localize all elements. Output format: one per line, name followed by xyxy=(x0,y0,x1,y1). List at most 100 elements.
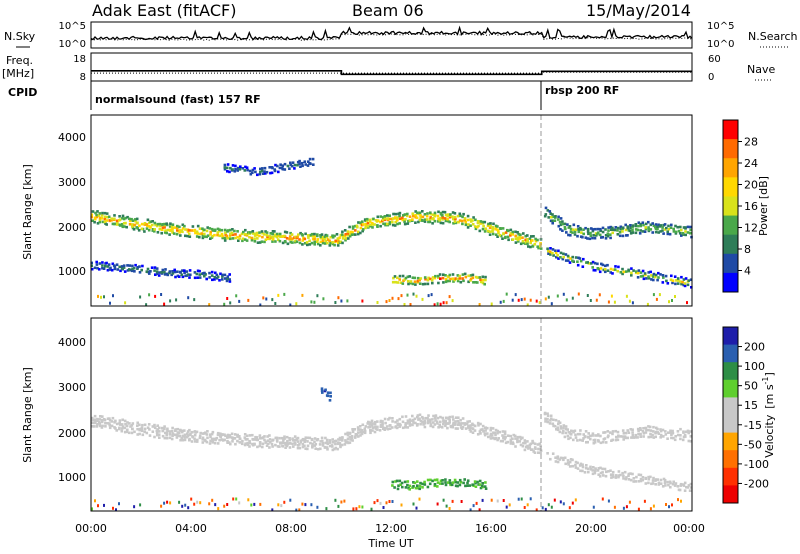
velocity-echo-cell xyxy=(131,422,135,425)
velocity-echo-cell xyxy=(285,435,289,439)
velocity-echo-cell xyxy=(586,440,589,444)
velocity-clutter-cell xyxy=(391,500,394,503)
power-clutter-cell xyxy=(340,299,343,303)
velocity-clutter-cell xyxy=(385,501,388,505)
velocity-echo-cell xyxy=(206,436,209,440)
power-echo-cell xyxy=(426,278,430,282)
power-echo-cell xyxy=(136,266,139,269)
power-echo-cell xyxy=(496,235,499,238)
power-echo-cell xyxy=(175,232,179,236)
power-echo-cell xyxy=(261,167,264,170)
velocity-echo-cell xyxy=(146,426,150,429)
velocity-echo-cell xyxy=(444,424,447,428)
power-echo-cell xyxy=(428,217,432,221)
velocity-echo-cell xyxy=(350,436,354,440)
velocity-echo-cell xyxy=(442,419,445,422)
velocity-echo-cell xyxy=(537,451,540,454)
velocity-echo-cell xyxy=(464,427,468,430)
power-echo-cell xyxy=(553,219,557,222)
power-echo-cell xyxy=(153,266,157,269)
power-colorbar-tick-label: 8 xyxy=(744,243,751,256)
power-echo-cell xyxy=(283,240,287,243)
power-echo-cell xyxy=(428,220,432,224)
velocity-echo-cell xyxy=(338,436,342,440)
power-echo-cell xyxy=(416,279,420,283)
power-echo-cell xyxy=(301,243,304,246)
velocity-echo-cell xyxy=(601,440,605,444)
velocity-echo-cell xyxy=(396,422,399,425)
power-echo-cell xyxy=(261,231,264,235)
velocity-echo-cell xyxy=(656,431,659,434)
power-echo-cell xyxy=(661,229,664,232)
power-clutter-cell xyxy=(448,295,451,299)
power-echo-cell xyxy=(221,278,224,281)
power-echo-cell xyxy=(276,232,279,236)
power-echo-cell xyxy=(571,259,574,263)
power-echo-cell xyxy=(624,270,628,273)
power-echo-cell xyxy=(90,261,93,265)
velocity-echo-cell xyxy=(96,423,99,426)
power-echo-cell xyxy=(604,237,608,240)
power-colorbar-cell xyxy=(723,139,738,159)
power-colorbar-tick-label: 16 xyxy=(744,200,758,213)
power-echo-cell xyxy=(481,227,485,231)
velocity-echo-cell xyxy=(509,440,512,444)
velocity-echo-cell xyxy=(101,415,104,418)
velocity-echo-cell xyxy=(130,431,134,435)
power-echo-cell xyxy=(105,223,108,226)
power-clutter-cell xyxy=(160,293,163,296)
velocity-echo-cell xyxy=(621,435,625,438)
velocity-echo-cell xyxy=(416,415,419,419)
velocity-clutter-cell xyxy=(649,507,652,511)
velocity-echo-cell xyxy=(440,426,444,429)
power-clutter-cell xyxy=(169,299,172,303)
power-echo-cell xyxy=(173,270,177,274)
power-echo-cell xyxy=(522,232,525,235)
velocity-echo-cell xyxy=(163,425,166,428)
power-clutter-cell xyxy=(124,301,127,305)
velocity-echo-cell xyxy=(155,431,159,435)
power-echo-cell xyxy=(324,239,328,243)
velocity-echo-cell xyxy=(216,431,220,435)
nave-label: Nave xyxy=(747,63,775,76)
power-echo-cell xyxy=(411,276,415,279)
velocity-echo-cell xyxy=(570,429,573,433)
velocity-echo-cell xyxy=(603,437,607,440)
power-echo-cell xyxy=(183,271,186,274)
velocity-echo-cell xyxy=(479,486,483,490)
power-colorbar-cell xyxy=(723,272,738,293)
velocity-clutter-cell xyxy=(253,502,256,506)
power-echo-cell xyxy=(383,218,387,222)
velocity-echo-cell xyxy=(429,423,433,426)
velocity-echo-cell xyxy=(364,425,368,428)
velocity-clutter-cell xyxy=(508,503,511,507)
freq-label: Freq. xyxy=(6,54,33,67)
velocity-echo-cell xyxy=(516,440,519,444)
power-echo-cell xyxy=(423,218,427,221)
power-echo-cell xyxy=(151,220,154,223)
velocity-echo-cell xyxy=(208,433,212,436)
velocity-echo-cell xyxy=(118,426,121,430)
power-echo-cell xyxy=(231,237,235,240)
power-clutter-cell xyxy=(671,299,673,302)
power-echo-cell xyxy=(209,233,212,236)
power-echo-cell xyxy=(424,277,427,281)
power-echo-cell xyxy=(574,228,578,231)
velocity-echo-cell xyxy=(477,483,480,486)
power-clutter-cell xyxy=(514,293,517,297)
velocity-clutter-cell xyxy=(529,497,532,501)
power-echo-cell xyxy=(234,236,237,240)
power-clutter-cell xyxy=(436,302,439,306)
velocity-echo-cell xyxy=(353,428,357,431)
power-echo-cell xyxy=(187,232,191,236)
velocity-echo-cell xyxy=(683,433,687,437)
velocity-echo-cell xyxy=(585,464,588,467)
power-echo-cell xyxy=(471,223,475,226)
power-echo-cell xyxy=(153,221,157,225)
power-echo-cell xyxy=(145,223,148,226)
power-echo-cell xyxy=(121,223,124,226)
velocity-echo-cell xyxy=(562,458,565,462)
velocity-clutter-cell xyxy=(460,500,463,503)
power-echo-cell xyxy=(154,273,157,276)
